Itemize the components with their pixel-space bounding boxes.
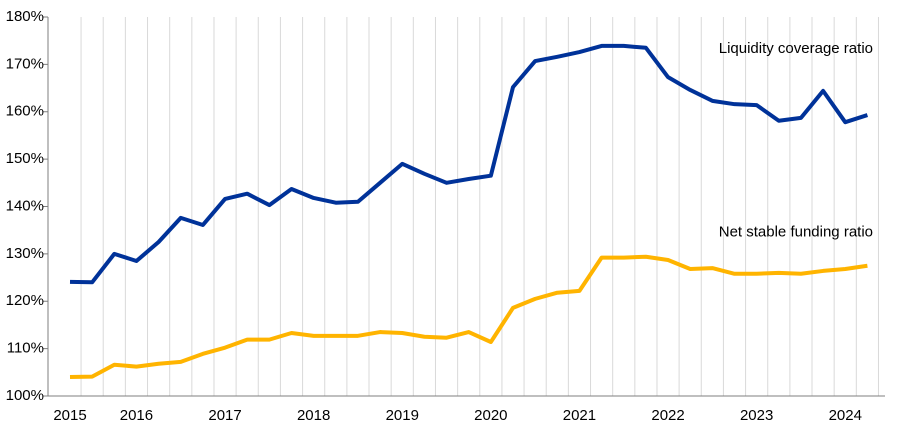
x-tick-label: 2020 [474,407,507,424]
line-series [69,254,868,380]
x-tick-label: 2024 [829,407,862,424]
series-label: Liquidity coverage ratio [719,40,873,57]
y-tick-label: 180% [6,8,44,25]
y-tick-label: 140% [6,197,44,214]
x-tick-label: 2022 [651,407,684,424]
x-tick-label: 2021 [563,407,596,424]
x-tick-label: 2015 [53,407,86,424]
y-tick-label: 110% [7,340,44,357]
y-tick-label: 100% [6,387,44,404]
x-tick-label: 2017 [208,407,241,424]
y-tick-label: 160% [6,103,44,120]
x-tick-label: 2018 [297,407,330,424]
y-tick-label: 170% [6,55,44,72]
x-tick-label: 2023 [740,407,773,424]
y-tick-label: 150% [6,150,44,167]
y-tick-label: 120% [6,292,44,309]
x-tick-label: 2016 [120,407,153,424]
series-label: Net stable funding ratio [719,224,873,241]
y-tick-label: 130% [6,245,44,262]
line-series [69,43,869,285]
x-tick-label: 2019 [386,407,419,424]
